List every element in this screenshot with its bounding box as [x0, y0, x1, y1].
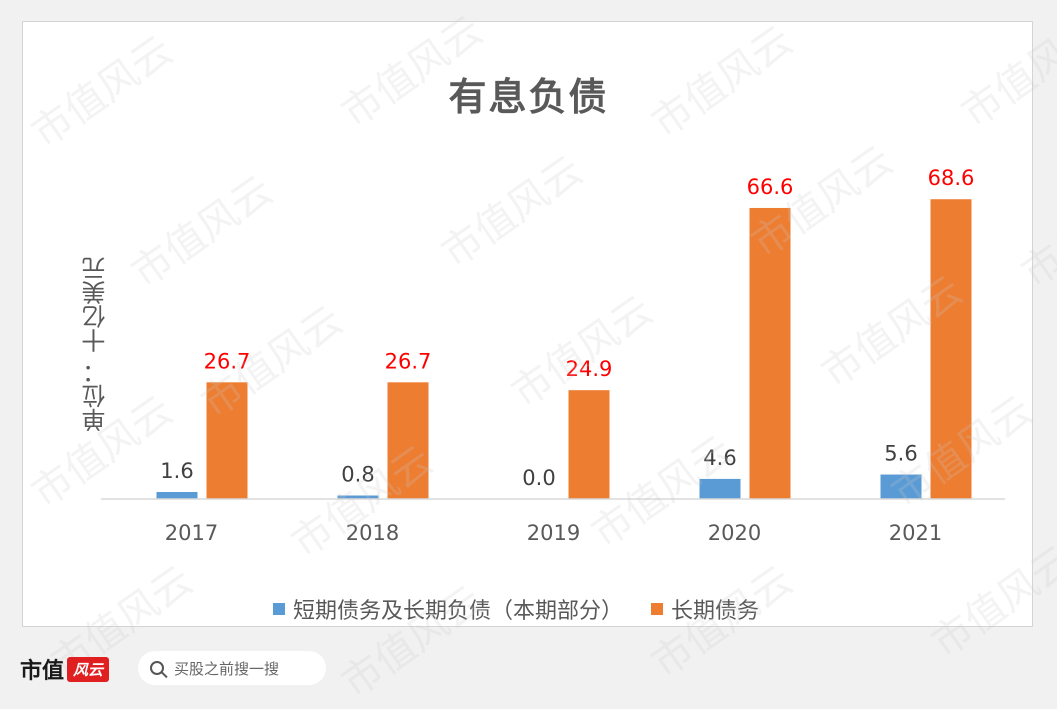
chart-title: 有息负债 [448, 75, 609, 119]
search-box[interactable]: 买股之前搜一搜 [138, 651, 326, 685]
bar-short-term-2017 [156, 492, 198, 499]
bar-long-term-2019 [568, 390, 610, 499]
data-label-short-term-2020: 4.6 [703, 446, 736, 470]
bar-long-term-2018 [387, 382, 429, 499]
legend-item-long-term: 长期债务 [651, 593, 759, 625]
legend-item-short-term: 短期债务及长期负债（本期部分） [273, 593, 623, 625]
search-placeholder: 买股之前搜一搜 [174, 659, 280, 678]
data-label-long-term-2020: 66.6 [747, 175, 794, 199]
data-label-short-term-2018: 0.8 [341, 463, 374, 487]
chart-card: 有息负债 单位： 十亿美元 1.6 26.7 0.8 26.7 0.0 24.9 4.6 66… [22, 21, 1033, 627]
legend-label-long-term: 长期债务 [671, 599, 760, 624]
bar-short-term-2020 [699, 478, 741, 499]
bar-short-term-2021 [880, 474, 922, 499]
brand-name: 市值 [20, 658, 65, 684]
x-tick-label-2021: 2021 [889, 521, 942, 545]
x-tick-label-2018: 2018 [346, 521, 399, 545]
data-label-long-term-2018: 26.7 [385, 349, 432, 373]
legend-swatch-short-term [273, 603, 285, 615]
data-label-long-term-2019: 24.9 [566, 357, 613, 381]
brand-seal: 风云 [67, 656, 110, 682]
footer-bar: 市值 风云 买股之前搜一搜 [0, 645, 1057, 693]
x-tick-label-2020: 2020 [708, 521, 761, 545]
data-label-short-term-2021: 5.6 [884, 442, 917, 466]
bar-short-term-2018 [337, 495, 379, 499]
bar-chart-plot: 1.6 26.7 0.8 26.7 0.0 24.9 4.6 66.6 5.6 68.6 2017… [101, 166, 1005, 545]
data-label-long-term-2021: 68.6 [928, 166, 975, 190]
legend-swatch-long-term [651, 603, 664, 615]
search-icon [150, 661, 164, 675]
legend-label-short-term: 短期债务及长期负债（本期部分） [293, 599, 624, 624]
bar-long-term-2020 [749, 207, 791, 499]
bar-long-term-2021 [930, 199, 972, 499]
data-label-short-term-2017: 1.6 [160, 459, 193, 483]
brand-logo[interactable]: 市值 风云 [20, 653, 110, 685]
bar-long-term-2017 [206, 382, 248, 499]
x-tick-label-2017: 2017 [165, 521, 218, 545]
data-label-long-term-2017: 26.7 [204, 349, 251, 373]
x-tick-label-2019: 2019 [527, 521, 580, 545]
data-label-short-term-2019: 0.0 [522, 466, 555, 490]
chart-legend: 短期债务及长期负债（本期部分） 长期债务 [273, 593, 787, 625]
